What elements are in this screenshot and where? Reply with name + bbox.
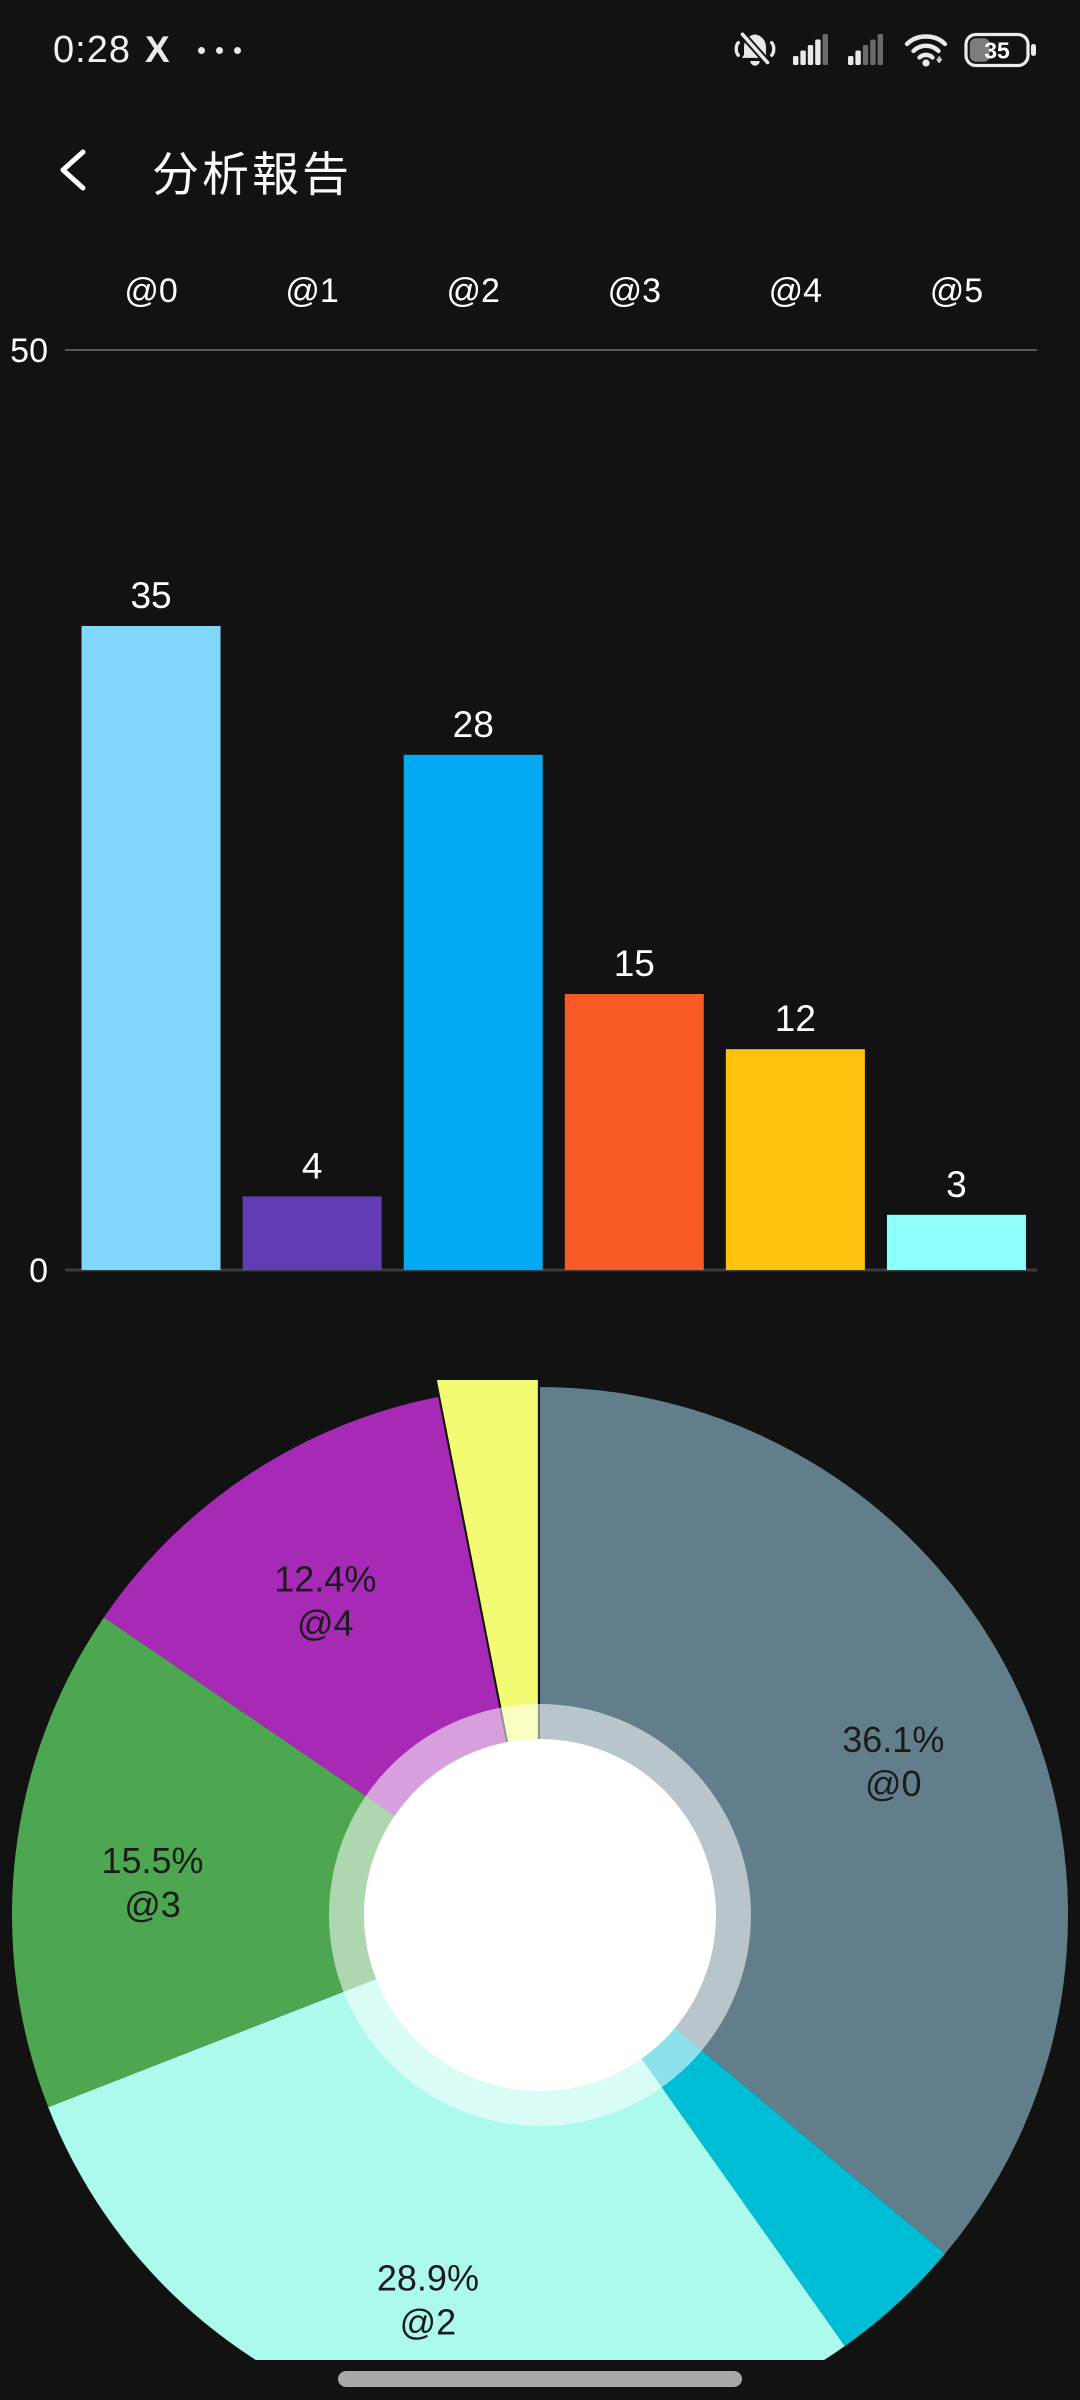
mute-vibrate-icon [734,30,776,67]
battery-icon: 35 [964,32,1036,68]
pie-slice-@2[interactable] [48,1915,845,2360]
home-indicator-bar[interactable] [338,2371,742,2387]
slice-name-label: @0 [865,1763,922,1804]
bar-@0[interactable] [81,626,221,1270]
slice-pct-label: 15.5% [101,1840,203,1881]
signal-bar [822,34,828,65]
bar-value-label: 35 [130,575,171,616]
bar-@4[interactable] [725,1049,865,1270]
app-header: 分析報告 [0,118,1080,222]
donut-hole [364,1739,716,2091]
category-label: @2 [446,272,499,310]
slice-pct-label: 12.4% [274,1558,376,1599]
slice-pct-label: 28.9% [377,2258,479,2299]
more-notifications-icon [197,46,252,54]
category-label: @3 [608,272,661,310]
page-title: 分析報告 [152,147,352,201]
signal-bar [793,56,799,65]
y-tick-label: 0 [29,1252,48,1290]
signal-strength-sim2-icon [848,34,883,65]
y-tick-label: 50 [10,332,48,370]
slice-name-label: @4 [297,1602,354,1643]
bar-value-label: 12 [775,998,816,1039]
battery-percent: 35 [984,38,1010,64]
signal-bar [870,39,876,65]
donut-pie-chart: 36.1% @0 28.9% @2 15.5% @3 12.4% @4 [0,1380,1080,2360]
bar-@5[interactable] [886,1214,1026,1270]
category-label: @4 [769,272,822,310]
slice-name-label: @2 [400,2302,457,2343]
signal-bar [815,39,821,65]
signal-bar [800,50,806,65]
status-bar-right: 35 [717,27,1040,73]
bar-chart: 50 0 @0 35 @1 4 @2 28 @3 15 @4 12 @5 3 [0,240,1080,1310]
wifi-icon [904,34,948,67]
signal-bar [862,45,869,65]
bar-@1[interactable] [242,1196,382,1270]
bar-@3[interactable] [564,994,704,1270]
signal-strength-sim1-icon [793,34,828,65]
slice-pct-label: 36.1% [842,1719,944,1760]
bar-value-label: 4 [302,1145,323,1186]
signal-bar [877,34,883,65]
pie-slice-@0[interactable] [540,1387,1069,2254]
status-bar: 0:28 X [0,0,1080,100]
bar-value-label: 15 [614,943,655,984]
signal-bar [848,56,854,65]
signal-bar [807,45,814,65]
bar-value-label: 28 [453,704,494,745]
category-label: @1 [285,272,338,310]
category-label: @5 [930,272,983,310]
status-bar-left: 0:28 X [53,29,252,72]
signal-bar [855,50,861,65]
x-app-notification-icon: X [144,29,170,70]
back-button[interactable] [50,143,104,197]
pie-slice-@3[interactable] [11,1617,540,2108]
bar-value-label: 3 [946,1164,967,1205]
bar-@2[interactable] [403,754,543,1270]
slice-name-label: @3 [124,1884,181,1925]
category-label: @0 [124,272,177,310]
clock: 0:28 [53,28,131,71]
